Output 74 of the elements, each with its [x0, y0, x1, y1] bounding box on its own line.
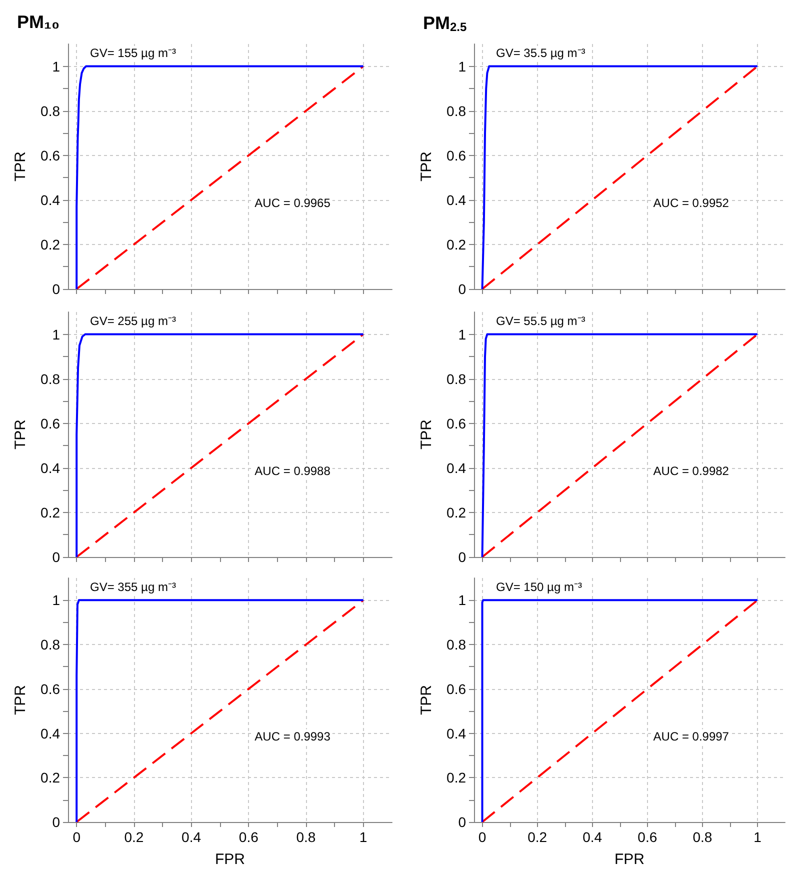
y-tick-label: 1 [458, 58, 466, 74]
y-tick-label: 0.6 [446, 415, 466, 432]
line-series [76, 599, 364, 823]
y-tick-label: 0.8 [446, 370, 466, 387]
y-tick-label: 0 [52, 281, 60, 297]
x-tick-label: 0.8 [692, 829, 712, 845]
y-tick-label: 0.8 [40, 636, 60, 653]
annotation: AUC = 0.9988 [254, 464, 331, 478]
line-series [481, 333, 758, 558]
y-tick-label: 0.2 [446, 770, 466, 786]
x-axis-title: FPR [614, 851, 645, 868]
y-tick-label: 0.2 [446, 236, 466, 252]
x-axis-title: FPR [215, 851, 246, 868]
annotation: AUC = 0.9982 [653, 464, 730, 478]
y-tick-label: 0.6 [446, 147, 466, 164]
y-tick-label: 1 [458, 592, 466, 608]
y-tick-label: 0.4 [40, 460, 60, 476]
x-tick-label: 0.6 [238, 829, 259, 845]
y-tick-label: 0.4 [446, 460, 466, 476]
y-tick-label: 1 [52, 326, 60, 342]
y-tick-label: 0.4 [446, 192, 466, 208]
line-series [481, 65, 758, 290]
y-tick-label: 0.4 [446, 725, 466, 742]
line-series [76, 333, 364, 558]
y-tick-label: 0.2 [40, 770, 60, 786]
y-tick-label: 0.4 [40, 192, 60, 208]
y-axis-title: TPR [418, 151, 435, 182]
y-tick-label: 0.4 [40, 725, 60, 742]
x-tick-label: 0.4 [582, 829, 602, 845]
y-axis-title: TPR [418, 684, 435, 715]
y-tick-label: 0 [458, 281, 466, 297]
annotation: GV= 55.5 µg m⁻³ [496, 314, 586, 328]
y-axis-title: TPR [418, 419, 435, 450]
y-tick-label: 0.6 [40, 680, 60, 697]
y-tick-label: 1 [52, 592, 60, 608]
annotation: AUC = 0.9965 [254, 196, 331, 210]
x-tick-label: 1 [359, 829, 368, 845]
y-tick-label: 0.8 [446, 636, 466, 653]
x-tick-label: 0.2 [124, 829, 144, 845]
y-tick-label: 0.2 [446, 504, 466, 520]
y-tick-label: 0 [52, 549, 60, 565]
y-tick-label: 0.6 [40, 147, 60, 164]
x-tick-label: 0 [478, 829, 486, 845]
x-tick-label: 0.8 [296, 829, 316, 845]
x-tick-label: 0 [72, 829, 81, 845]
annotation: GV= 255 µg m⁻³ [90, 314, 176, 328]
annotation: AUC = 0.9952 [653, 196, 730, 210]
y-tick-label: 0.2 [40, 504, 60, 520]
y-tick-label: 0.8 [446, 102, 466, 119]
y-tick-label: 1 [458, 326, 466, 342]
x-tick-label: 0.2 [528, 829, 548, 845]
y-tick-label: 0.8 [40, 102, 60, 119]
annotation: AUC = 0.9993 [254, 729, 331, 744]
x-tick-label: 0.4 [182, 829, 202, 845]
annotation: AUC = 0.9997 [653, 729, 730, 744]
x-tick-label: 1 [754, 829, 762, 845]
y-axis-title: TPR [12, 419, 29, 450]
y-tick-label: 0 [52, 814, 60, 830]
y-tick-label: 0.8 [40, 370, 60, 387]
annotation: GV= 355 µg m⁻³ [90, 580, 176, 594]
y-axis-title: TPR [12, 151, 29, 182]
annotation: GV= 150 µg m⁻³ [496, 580, 582, 594]
y-axis-title: TPR [12, 684, 29, 715]
annotation: GV= 155 µg m⁻³ [90, 46, 176, 60]
x-tick-label: 0.6 [638, 829, 658, 845]
chart-title: PM₁₀ [17, 12, 60, 32]
y-tick-label: 0 [458, 814, 466, 830]
y-tick-label: 0.6 [40, 415, 60, 432]
y-tick-label: 0.6 [446, 680, 466, 697]
line-series [76, 65, 364, 290]
y-tick-label: 1 [52, 58, 60, 74]
y-tick-label: 0 [458, 549, 466, 565]
y-tick-label: 0.2 [40, 236, 60, 252]
annotation: GV= 35.5 µg m⁻³ [496, 46, 586, 60]
